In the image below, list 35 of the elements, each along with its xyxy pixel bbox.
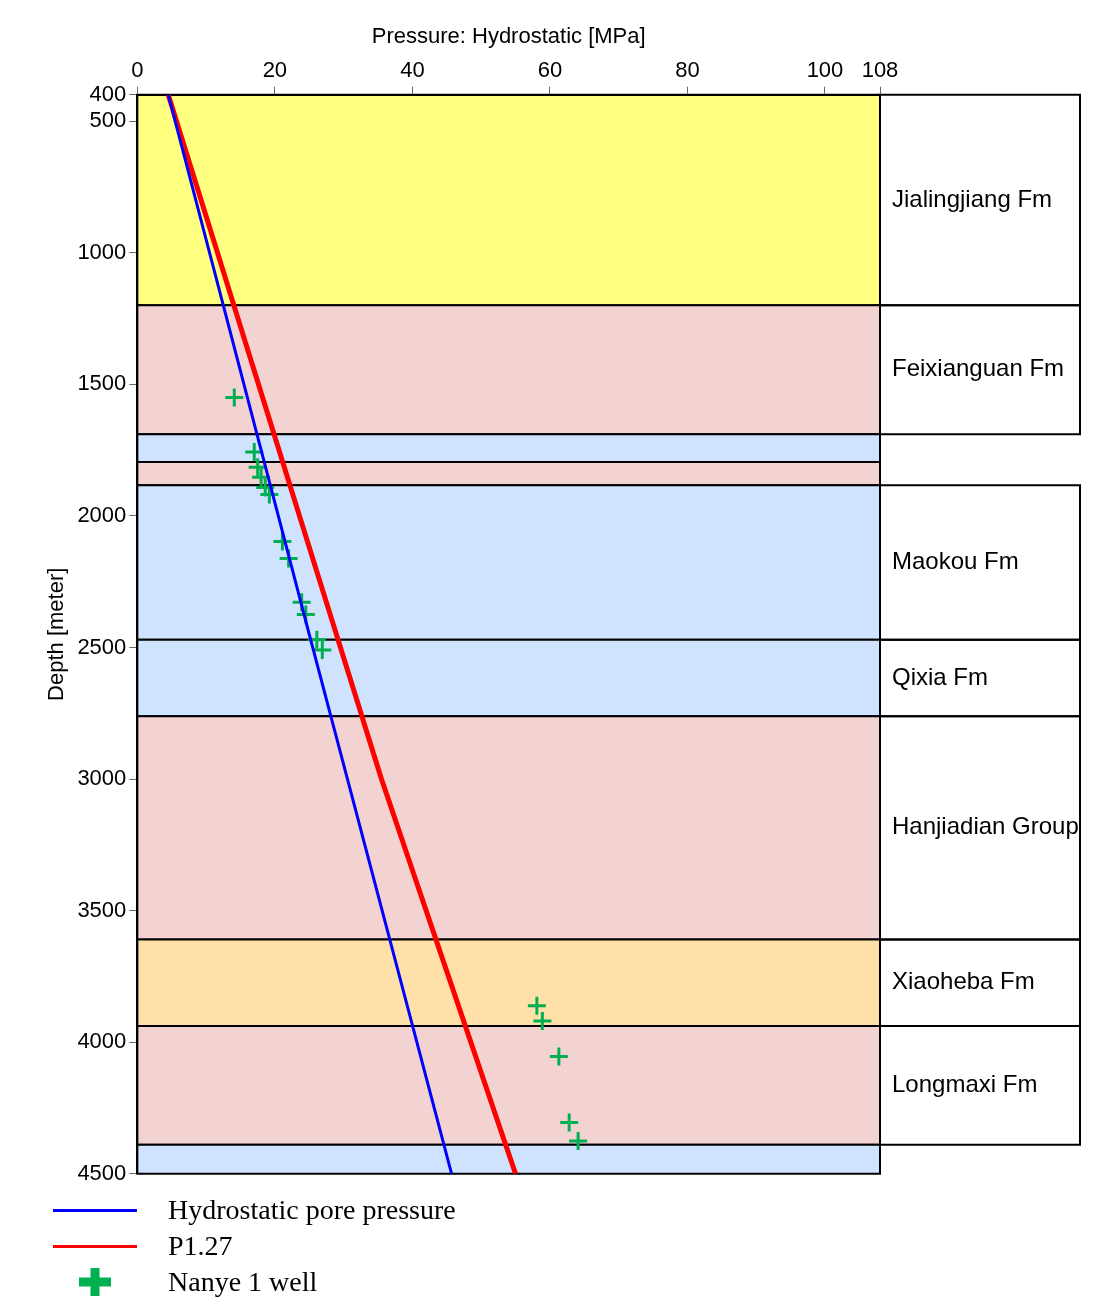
point [526,995,548,1017]
x-tick-label: 108 [861,56,899,82]
point [548,1045,570,1067]
x-tick-label: 40 [400,56,425,82]
band-label: Hanjiadian Group [892,812,1079,840]
band-label: Qixia Fm [892,662,988,690]
band-label: Feixianguan Fm [892,354,1065,382]
y-axis-title: Depth [meter] [43,567,69,701]
point [223,386,245,408]
y-tick-label: 4000 [77,1028,127,1054]
x-axis-title: Pressure: Hydrostatic [MPa] [371,23,646,49]
x-tick-label: 80 [675,56,700,82]
y-tick-label: 2000 [77,501,127,527]
x-tick-label: 60 [537,56,563,82]
band-label: Jialingjiang Fm [892,184,1053,212]
legend-label: Nanye 1 well [168,1266,318,1298]
y-tick-label: 3000 [77,765,127,791]
band-label: Xiaoheba Fm [892,967,1035,995]
y-tick-label: 500 [89,107,127,133]
y-tick-label: 4500 [77,1159,127,1185]
point [558,1111,580,1133]
point [531,1010,553,1032]
band-label: Longmaxi Fm [892,1070,1038,1097]
point [567,1130,589,1152]
y-tick-label: 2500 [77,633,127,659]
legend-label: Hydrostatic pore pressure [168,1194,456,1226]
x-tick-label: 20 [262,56,288,82]
x-tick-label: 0 [131,56,144,82]
x-tick-label: 100 [806,56,844,82]
y-tick-label: 1000 [77,238,127,264]
y-tick-label: 1500 [77,370,127,396]
y-tick-label: 400 [89,80,127,106]
band-label: Maokou Fm [892,547,1019,575]
legend-label: P1.27 [168,1230,233,1262]
y-tick-label: 3500 [77,896,127,922]
